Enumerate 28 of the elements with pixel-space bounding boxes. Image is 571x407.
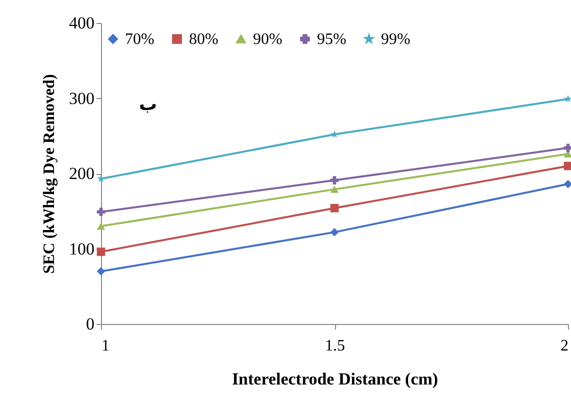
point: [330, 228, 339, 236]
point: [96, 222, 106, 230]
point: [330, 176, 339, 184]
point: [564, 94, 571, 102]
legend-label: 99%: [381, 31, 410, 48]
point: [564, 162, 571, 170]
x-tick-label: 2: [560, 338, 568, 354]
y-tick-label: 200: [69, 164, 94, 183]
legend-label: 80%: [189, 31, 218, 48]
y-tick-label: 100: [69, 239, 94, 258]
point: [330, 204, 339, 212]
y-axis-title: SEC (kWh/kg Dye Removed): [41, 74, 58, 274]
point: [330, 186, 339, 193]
x-tick-label: 1: [102, 338, 110, 354]
point: [564, 180, 571, 188]
point: [564, 144, 571, 152]
y-tick-label: 300: [69, 88, 94, 108]
legend-label: 70%: [125, 31, 154, 48]
y-tick-label: 400: [69, 14, 94, 32]
point: [96, 208, 106, 216]
legend-label: 90%: [253, 31, 282, 48]
x-tick-label: 1.5: [325, 338, 345, 354]
annotation: ب: [139, 94, 158, 115]
point: [96, 267, 106, 276]
legend-label: 95%: [317, 31, 346, 48]
x-axis-title: Interelectrode Distance (cm): [232, 370, 438, 388]
point: [96, 248, 106, 256]
y-tick-label: 0: [86, 314, 94, 334]
